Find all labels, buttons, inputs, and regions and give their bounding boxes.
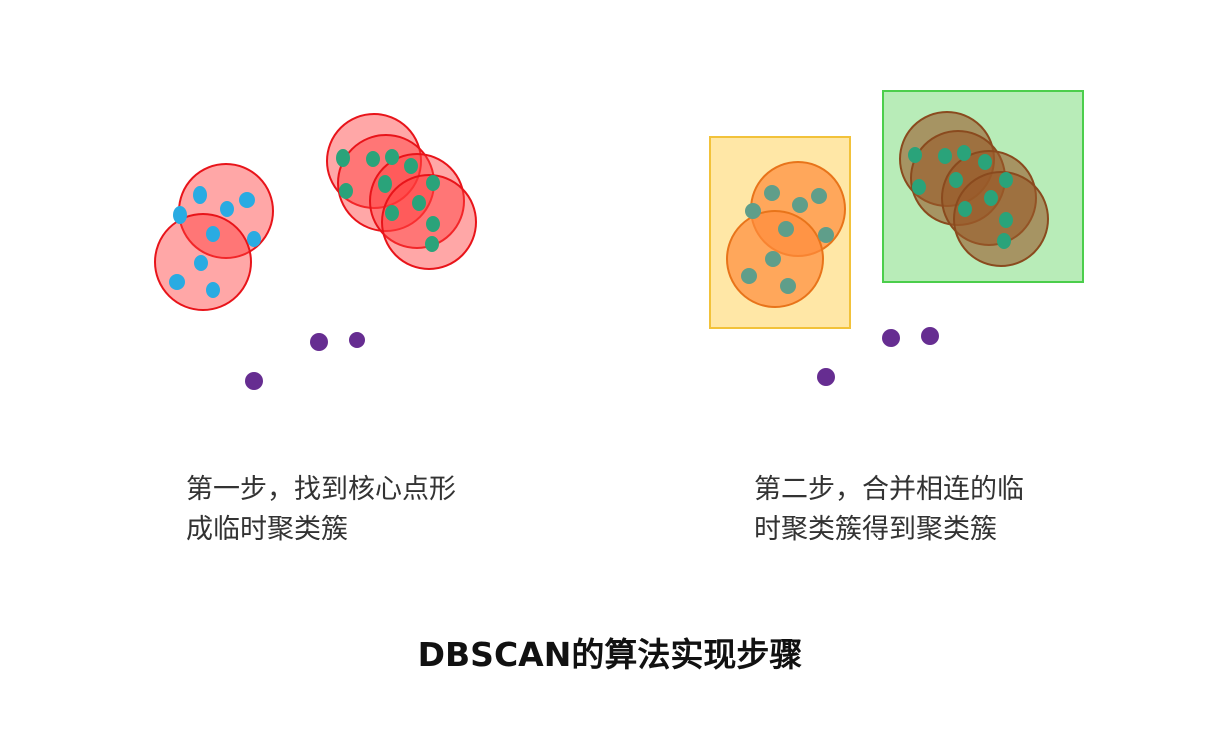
- green-point: [366, 151, 380, 167]
- green-point: [997, 233, 1011, 249]
- green-point: [404, 158, 418, 174]
- step1-panel: [154, 113, 477, 390]
- gray-green-point: [765, 251, 781, 267]
- noise-point: [310, 333, 328, 351]
- green-point: [426, 216, 440, 232]
- green-point: [949, 172, 963, 188]
- step2-noise-points: [817, 327, 939, 386]
- noise-point: [349, 332, 365, 348]
- green-point: [957, 145, 971, 161]
- green-point: [912, 179, 926, 195]
- gray-green-point: [778, 221, 794, 237]
- step1-blue-cluster: [154, 163, 274, 311]
- blue-point: [193, 186, 207, 204]
- blue-point: [220, 201, 234, 217]
- green-point: [339, 183, 353, 199]
- green-point: [385, 205, 399, 221]
- green-point: [958, 201, 972, 217]
- blue-point: [247, 231, 261, 247]
- noise-point: [921, 327, 939, 345]
- step2-caption: 第二步，合并相连的临 时聚类簇得到聚类簇: [754, 470, 1024, 550]
- step2-orange-cluster: [709, 136, 851, 329]
- noise-point: [817, 368, 835, 386]
- green-point: [978, 154, 992, 170]
- gray-green-point: [818, 227, 834, 243]
- diagram-title: DBSCAN的算法实现步骤: [417, 635, 803, 674]
- step1-caption: 第一步，找到核心点形 成临时聚类簇: [186, 470, 456, 550]
- gray-green-point: [780, 278, 796, 294]
- blue-point: [206, 282, 220, 298]
- blue-point: [169, 274, 185, 290]
- green-point: [999, 172, 1013, 188]
- green-point: [336, 149, 350, 167]
- green-point: [908, 147, 922, 163]
- green-point: [426, 175, 440, 191]
- gray-green-point: [745, 203, 761, 219]
- blue-point: [194, 255, 208, 271]
- step1-caption-line2: 成临时聚类簇: [186, 514, 348, 545]
- noise-point: [245, 372, 263, 390]
- gray-green-point: [811, 188, 827, 204]
- green-point: [984, 190, 998, 206]
- step2-caption-line2: 时聚类簇得到聚类簇: [754, 514, 997, 545]
- step1-green-cluster: [326, 113, 477, 270]
- gray-green-point: [764, 185, 780, 201]
- blue-point: [173, 206, 187, 224]
- green-point: [425, 236, 439, 252]
- noise-point: [882, 329, 900, 347]
- step2-brown-cluster: [882, 90, 1084, 283]
- green-point: [378, 175, 392, 193]
- green-point: [938, 148, 952, 164]
- green-point: [412, 195, 426, 211]
- step2-caption-line1: 第二步，合并相连的临: [754, 474, 1024, 505]
- blue-point: [206, 226, 220, 242]
- step1-caption-line1: 第一步，找到核心点形: [186, 474, 456, 505]
- blue-point: [239, 192, 255, 208]
- green-point: [385, 149, 399, 165]
- step1-noise-points: [245, 332, 365, 390]
- green-point: [999, 212, 1013, 228]
- gray-green-point: [792, 197, 808, 213]
- step2-panel: [709, 90, 1084, 386]
- gray-green-point: [741, 268, 757, 284]
